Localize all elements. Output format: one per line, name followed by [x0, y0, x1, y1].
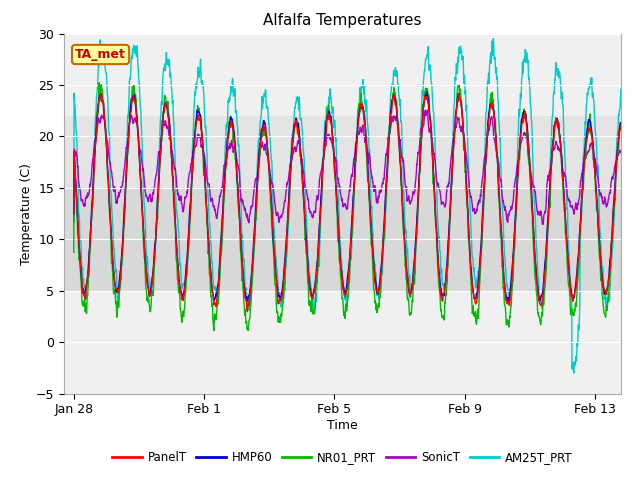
Text: TA_met: TA_met — [75, 48, 126, 61]
Y-axis label: Temperature (C): Temperature (C) — [20, 163, 33, 264]
Title: Alfalfa Temperatures: Alfalfa Temperatures — [263, 13, 422, 28]
Legend: PanelT, HMP60, NR01_PRT, SonicT, AM25T_PRT: PanelT, HMP60, NR01_PRT, SonicT, AM25T_P… — [108, 446, 577, 469]
Bar — [64, 116, 621, 188]
Bar — [64, 188, 621, 291]
X-axis label: Time: Time — [327, 419, 358, 432]
